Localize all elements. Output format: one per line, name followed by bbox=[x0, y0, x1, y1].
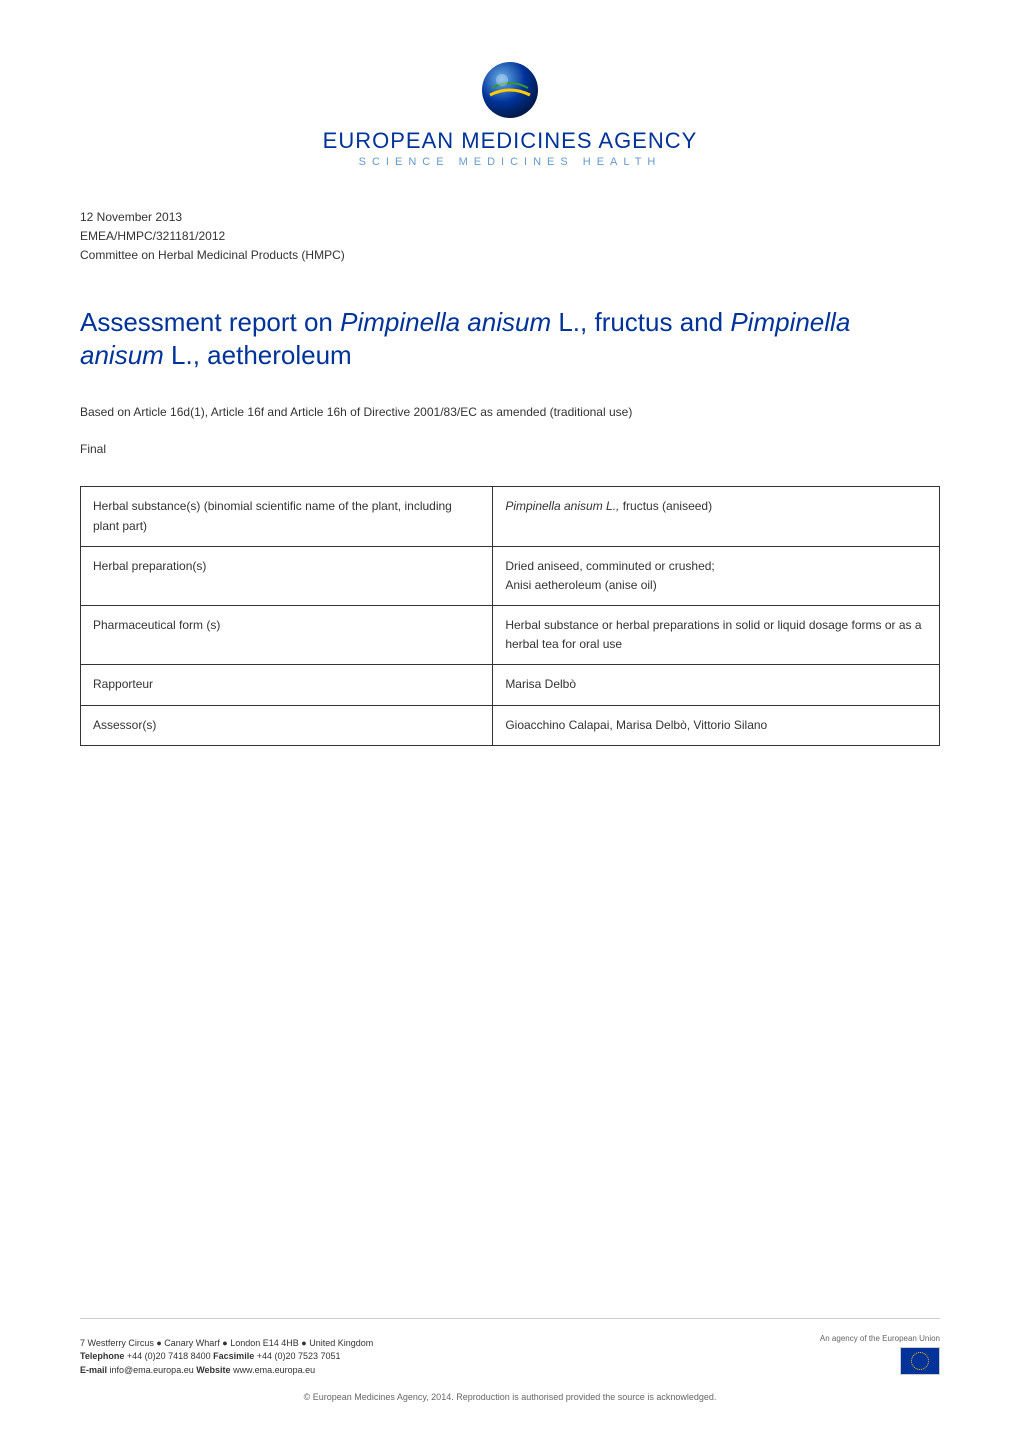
footer-content: 7 Westferry Circus ● Canary Wharf ● Lond… bbox=[80, 1334, 940, 1377]
logo-sub-text: SCIENCE MEDICINES HEALTH bbox=[80, 156, 940, 168]
table-value: Herbal substance or herbal preparations … bbox=[493, 606, 940, 665]
document-status: Final bbox=[80, 442, 940, 456]
footer-web-line: E-mail info@ema.europa.eu Website www.em… bbox=[80, 1364, 373, 1378]
table-label: Herbal substance(s) (binomial scientific… bbox=[81, 487, 493, 546]
table-row: Herbal substance(s) (binomial scientific… bbox=[81, 487, 940, 546]
table-value: Pimpinella anisum L., fructus (aniseed) bbox=[493, 487, 940, 546]
eu-flag-icon bbox=[900, 1347, 940, 1375]
title-species-1: Pimpinella anisum bbox=[340, 307, 551, 337]
title-prefix: Assessment report on bbox=[80, 307, 340, 337]
table-row: Rapporteur Marisa Delbò bbox=[81, 665, 940, 705]
title-suffix-1: L., fructus and bbox=[551, 307, 730, 337]
legal-basis: Based on Article 16d(1), Article 16f and… bbox=[80, 403, 940, 422]
logo-sphere-icon bbox=[480, 60, 540, 120]
document-meta: 12 November 2013 EMEA/HMPC/321181/2012 C… bbox=[80, 208, 940, 266]
logo-main-text: EUROPEAN MEDICINES AGENCY bbox=[80, 128, 940, 154]
table-label: Herbal preparation(s) bbox=[81, 546, 493, 605]
footer-phone-line: Telephone +44 (0)20 7418 8400 Facsimile … bbox=[80, 1350, 373, 1364]
title-suffix-2: L., aetheroleum bbox=[164, 340, 352, 370]
document-title: Assessment report on Pimpinella anisum L… bbox=[80, 306, 940, 374]
agency-label: An agency of the European Union bbox=[820, 1334, 940, 1343]
logo-block: EUROPEAN MEDICINES AGENCY SCIENCE MEDICI… bbox=[80, 60, 940, 168]
table-value: Marisa Delbò bbox=[493, 665, 940, 705]
footer-divider bbox=[80, 1318, 940, 1319]
footer-agency: An agency of the European Union bbox=[820, 1334, 940, 1377]
footer-address: 7 Westferry Circus ● Canary Wharf ● Lond… bbox=[80, 1337, 373, 1351]
table-label: Rapporteur bbox=[81, 665, 493, 705]
page-footer: 7 Westferry Circus ● Canary Wharf ● Lond… bbox=[80, 1318, 940, 1402]
table-label: Pharmaceutical form (s) bbox=[81, 606, 493, 665]
table-row: Assessor(s) Gioacchino Calapai, Marisa D… bbox=[81, 705, 940, 745]
table-value: Gioacchino Calapai, Marisa Delbò, Vittor… bbox=[493, 705, 940, 745]
table-label: Assessor(s) bbox=[81, 705, 493, 745]
table-value: Dried aniseed, comminuted or crushed; An… bbox=[493, 546, 940, 605]
copyright-text: © European Medicines Agency, 2014. Repro… bbox=[80, 1392, 940, 1402]
table-row: Pharmaceutical form (s) Herbal substance… bbox=[81, 606, 940, 665]
footer-contact: 7 Westferry Circus ● Canary Wharf ● Lond… bbox=[80, 1337, 373, 1378]
info-table: Herbal substance(s) (binomial scientific… bbox=[80, 486, 940, 746]
document-committee: Committee on Herbal Medicinal Products (… bbox=[80, 246, 940, 265]
table-row: Herbal preparation(s) Dried aniseed, com… bbox=[81, 546, 940, 605]
document-date: 12 November 2013 bbox=[80, 208, 940, 227]
document-reference: EMEA/HMPC/321181/2012 bbox=[80, 227, 940, 246]
